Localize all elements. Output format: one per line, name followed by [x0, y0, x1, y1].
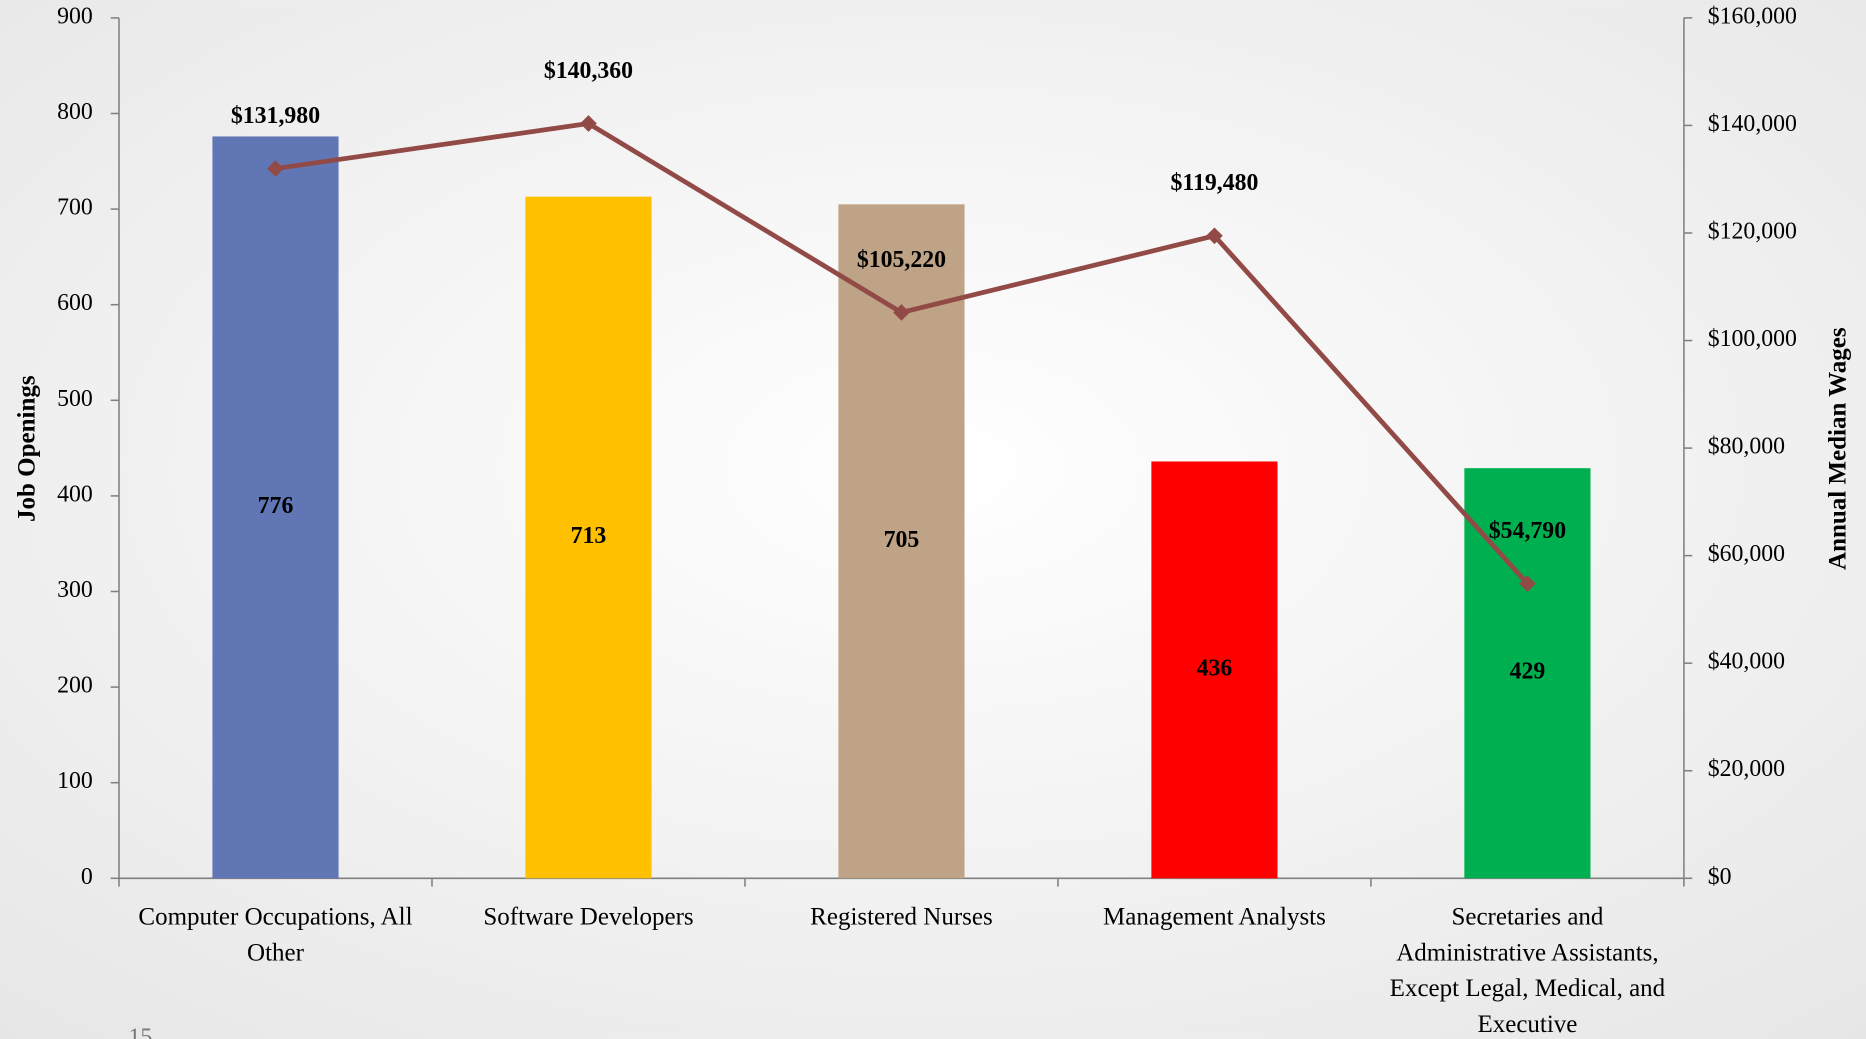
bar-label: 713 — [571, 523, 607, 549]
bar-label: 705 — [884, 527, 920, 553]
y-tick-label: 100 — [57, 768, 93, 794]
bar — [212, 136, 339, 879]
x-tick-label: Secretaries and Administrative Assistant… — [1389, 902, 1666, 1038]
y2-tick-label: $120,000 — [1708, 218, 1797, 244]
x-tick-label: Computer Occupations, All Other — [138, 902, 413, 967]
x-tick-label-box: Computer Occupations, All Other — [138, 902, 413, 967]
y2-tick-label: $40,000 — [1708, 649, 1785, 675]
y-tick-label: 900 — [57, 3, 93, 29]
x-tick-label-box: Software Developers — [483, 902, 694, 931]
x-tick-label: Software Developers — [483, 902, 694, 931]
y-tick-label: 800 — [57, 99, 93, 125]
y-tick-label: 400 — [57, 481, 93, 507]
line-marker — [1206, 227, 1223, 245]
y2-tick-label: $80,000 — [1708, 434, 1785, 460]
bar — [525, 196, 652, 879]
y-tick-label: 600 — [57, 290, 93, 316]
y2-tick-label: $100,000 — [1708, 326, 1797, 352]
y2-tick-label: $0 — [1708, 864, 1732, 890]
x-tick-label-box: Secretaries and Administrative Assistant… — [1389, 902, 1666, 1038]
x-tick-label: Registered Nurses — [810, 902, 993, 931]
y2-tick-label: $20,000 — [1708, 756, 1785, 782]
bar — [1151, 461, 1278, 879]
page-number: 15 — [129, 1024, 153, 1039]
bar-label: 436 — [1197, 655, 1233, 681]
y-tick-label: 0 — [81, 864, 93, 890]
bar-label: 776 — [258, 493, 294, 519]
y-tick-label: 700 — [57, 195, 93, 221]
line-label: $54,790 — [1489, 518, 1566, 544]
y-axis-title: Job Openings — [13, 375, 40, 522]
x-tick-label: Management Analysts — [1103, 902, 1326, 931]
y-tick-label: 500 — [57, 386, 93, 412]
y-tick-label: 300 — [57, 577, 93, 603]
x-tick-label-box: Registered Nurses — [810, 902, 993, 931]
line-label: $105,220 — [857, 247, 946, 273]
y2-tick-label: $60,000 — [1708, 541, 1785, 567]
y-tick-label: 200 — [57, 673, 93, 699]
y2-tick-label: $160,000 — [1708, 3, 1797, 29]
line-label: $119,480 — [1170, 170, 1258, 196]
y2-axis-title: Annual Median Wages — [1825, 327, 1852, 570]
x-tick-label-box: Management Analysts — [1103, 902, 1326, 931]
line-label: $131,980 — [231, 103, 320, 129]
line-label: $140,360 — [544, 58, 633, 84]
line-marker — [267, 160, 284, 177]
bar-label: 429 — [1510, 659, 1546, 685]
y2-tick-label: $140,000 — [1708, 111, 1797, 137]
